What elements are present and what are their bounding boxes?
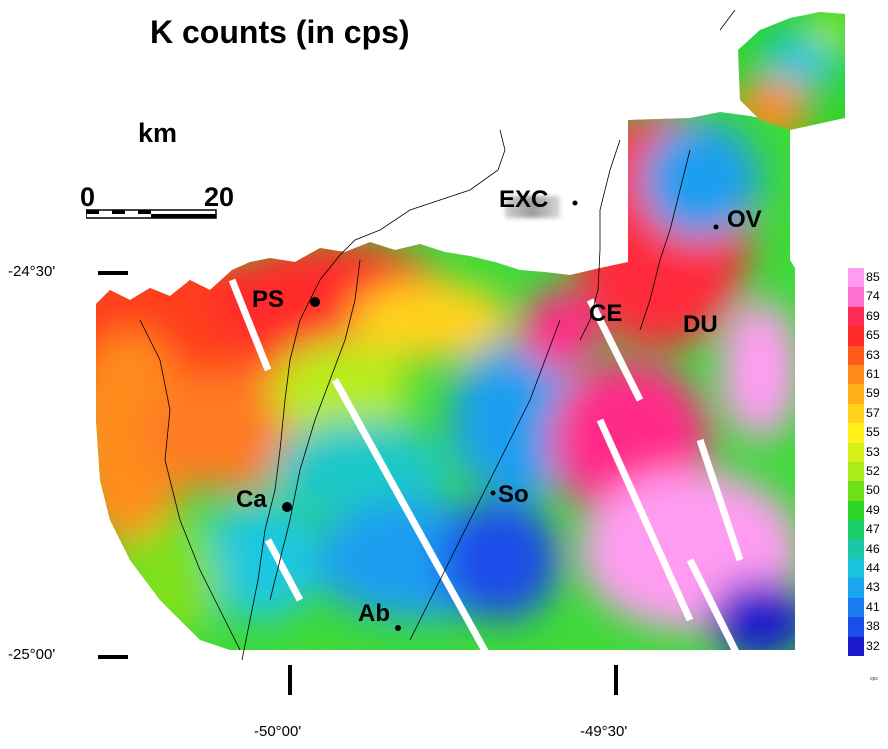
legend-value: 57 [866, 405, 880, 420]
legend-value: 69 [866, 308, 880, 323]
lon-label: -50°00' [254, 723, 302, 740]
lon-label: -49°30' [580, 723, 628, 740]
legend-swatch [848, 481, 864, 501]
place-dot [395, 625, 401, 631]
blurred-region [505, 196, 560, 218]
legend-value: 41 [866, 599, 880, 614]
legend-value: 65 [866, 328, 880, 343]
place-label-ps: PS [252, 286, 285, 313]
lat-tick [98, 271, 128, 275]
legend-swatch [848, 287, 864, 307]
legend-swatch [848, 345, 864, 365]
place-dot [282, 502, 292, 512]
scale-end: 20 [204, 182, 235, 212]
place-dot [572, 200, 578, 206]
place-label-ce: CE [589, 300, 623, 327]
legend-value: 49 [866, 502, 880, 517]
legend-value: 61 [866, 367, 880, 381]
legend-value: 44 [866, 561, 880, 575]
legend-value: 52 [866, 464, 880, 478]
place-label-ov: OV [727, 206, 762, 233]
scale-bar [86, 209, 217, 219]
legend-swatch [848, 597, 864, 618]
scale-start: 0 [80, 182, 96, 212]
legend-swatch [848, 539, 864, 559]
legend-value: 55 [866, 425, 880, 440]
legend-value: 59 [866, 386, 880, 401]
legend-swatch [848, 500, 864, 521]
legend-swatch [848, 268, 864, 288]
lon-tick [288, 665, 292, 695]
legend-swatch [848, 403, 864, 424]
legend-value: 43 [866, 580, 880, 595]
place-label-ca: Ca [236, 486, 267, 513]
place-label-so: So [498, 481, 529, 508]
legend-value: 32 [866, 638, 880, 653]
coastline [139, 9, 736, 661]
legend-value: 53 [866, 444, 880, 459]
legend-value: 38 [866, 619, 880, 634]
place-dot [490, 490, 496, 496]
legend-swatch [848, 326, 864, 346]
legend-swatch [848, 462, 864, 482]
legend-swatch [848, 384, 864, 404]
legend-value: 50 [866, 483, 880, 498]
place-dot [310, 297, 320, 307]
place-label-ab: Ab [358, 600, 390, 627]
legend-swatch [848, 442, 864, 462]
legend-swatch [848, 578, 864, 598]
place-label-exc: EXC [499, 186, 549, 213]
legend-swatch [848, 365, 864, 385]
legend-value: 85 [866, 270, 880, 284]
legend-value: 46 [866, 541, 880, 556]
legend-swatch [848, 617, 864, 637]
scale-unit: km [138, 118, 178, 148]
legend-swatch [848, 559, 864, 579]
legend-value: 47 [866, 522, 880, 537]
legend-swatch [848, 520, 864, 540]
lat-label: -24°30' [8, 263, 56, 280]
legend-value: 74 [866, 289, 880, 304]
color-legend: 85 74 69 65 63 61 59 57 55 53 52 50 49 47 46 44 43 41 38 32… [848, 266, 888, 682]
legend-unit: cps [870, 676, 878, 682]
lat-tick [98, 655, 128, 659]
place-label-du: DU [683, 311, 718, 338]
lon-tick [614, 665, 618, 695]
legend-value: 63 [866, 347, 880, 362]
legend-swatch [848, 636, 864, 656]
map-title: K counts (in cps) [150, 14, 410, 50]
place-dot [713, 224, 719, 230]
legend-swatch [848, 423, 864, 443]
lat-label: -25°00' [8, 646, 56, 663]
legend-swatch [848, 306, 864, 327]
